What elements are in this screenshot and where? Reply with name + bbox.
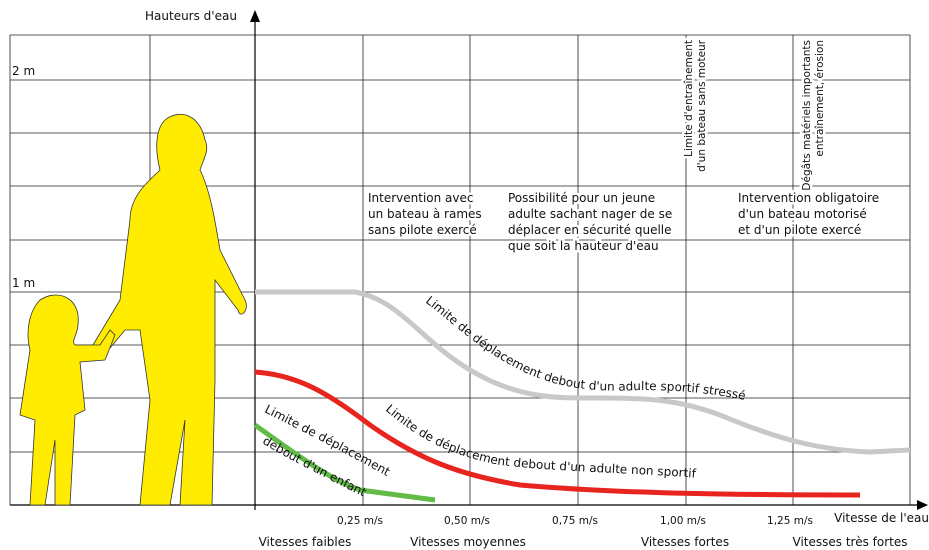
x-arrow — [917, 500, 928, 510]
curve-adult — [254, 369, 861, 498]
silhouettes — [19, 113, 247, 506]
x-title: Vitesse de l'eau — [834, 511, 929, 525]
curve-label: Limite de déplacement debout d'un adulte… — [423, 293, 747, 403]
y-label: 1 m — [12, 276, 35, 290]
curve-adult-stressed — [255, 289, 911, 455]
curve-label: Limite de déplacement debout d'un adulte… — [383, 402, 697, 481]
curve-label-text: debout d'un enfant — [260, 434, 368, 500]
vertical-note: Dégâts matériels importants — [801, 40, 813, 191]
speed-class: Vitesses fortes — [641, 535, 729, 549]
x-label: 0,75 m/s — [552, 515, 598, 527]
y-label: 2 m — [12, 64, 35, 78]
x-label: 1,00 m/s — [660, 515, 706, 527]
x-label: 0,25 m/s — [337, 515, 383, 527]
zone-text: Intervention obligatoire — [738, 191, 879, 205]
zone-text: sans pilote exercé — [368, 223, 477, 237]
curve-label-text: Limite de déplacement debout d'un adulte… — [383, 402, 697, 481]
zone-text: Possibilité pour un jeune — [508, 191, 655, 205]
zone-text: que soit la hauteur d'eau — [508, 239, 659, 253]
x-label: 0,50 m/s — [444, 515, 490, 527]
curve-label-text: Limite de déplacement debout d'un adulte… — [423, 293, 747, 403]
zone-text: déplacer en sécurité quelle — [508, 223, 672, 237]
zone-text: Intervention avec — [368, 191, 474, 205]
vertical-note: d'un bateau sans moteur — [696, 39, 708, 172]
speed-class: Vitesses faibles — [259, 535, 352, 549]
zone-text: et d'un pilote exercé — [738, 223, 861, 237]
vertical-note: entraînement, érosion — [814, 40, 826, 157]
y-title: Hauteurs d'eau — [145, 9, 237, 23]
curve-label: debout d'un enfant — [260, 434, 368, 500]
zone-text: d'un bateau motorisé — [738, 207, 867, 221]
x-label: 1,25 m/s — [767, 515, 813, 527]
zone-text: adulte sachant nager de se — [508, 207, 672, 221]
zone-text: un bateau à rames — [368, 207, 482, 221]
speed-class: Vitesses moyennes — [410, 535, 526, 549]
curve-child — [253, 422, 436, 503]
y-arrow — [250, 10, 260, 22]
vertical-note: Limite d'entraînement — [683, 40, 695, 157]
speed-class: Vitesses très fortes — [793, 535, 908, 549]
